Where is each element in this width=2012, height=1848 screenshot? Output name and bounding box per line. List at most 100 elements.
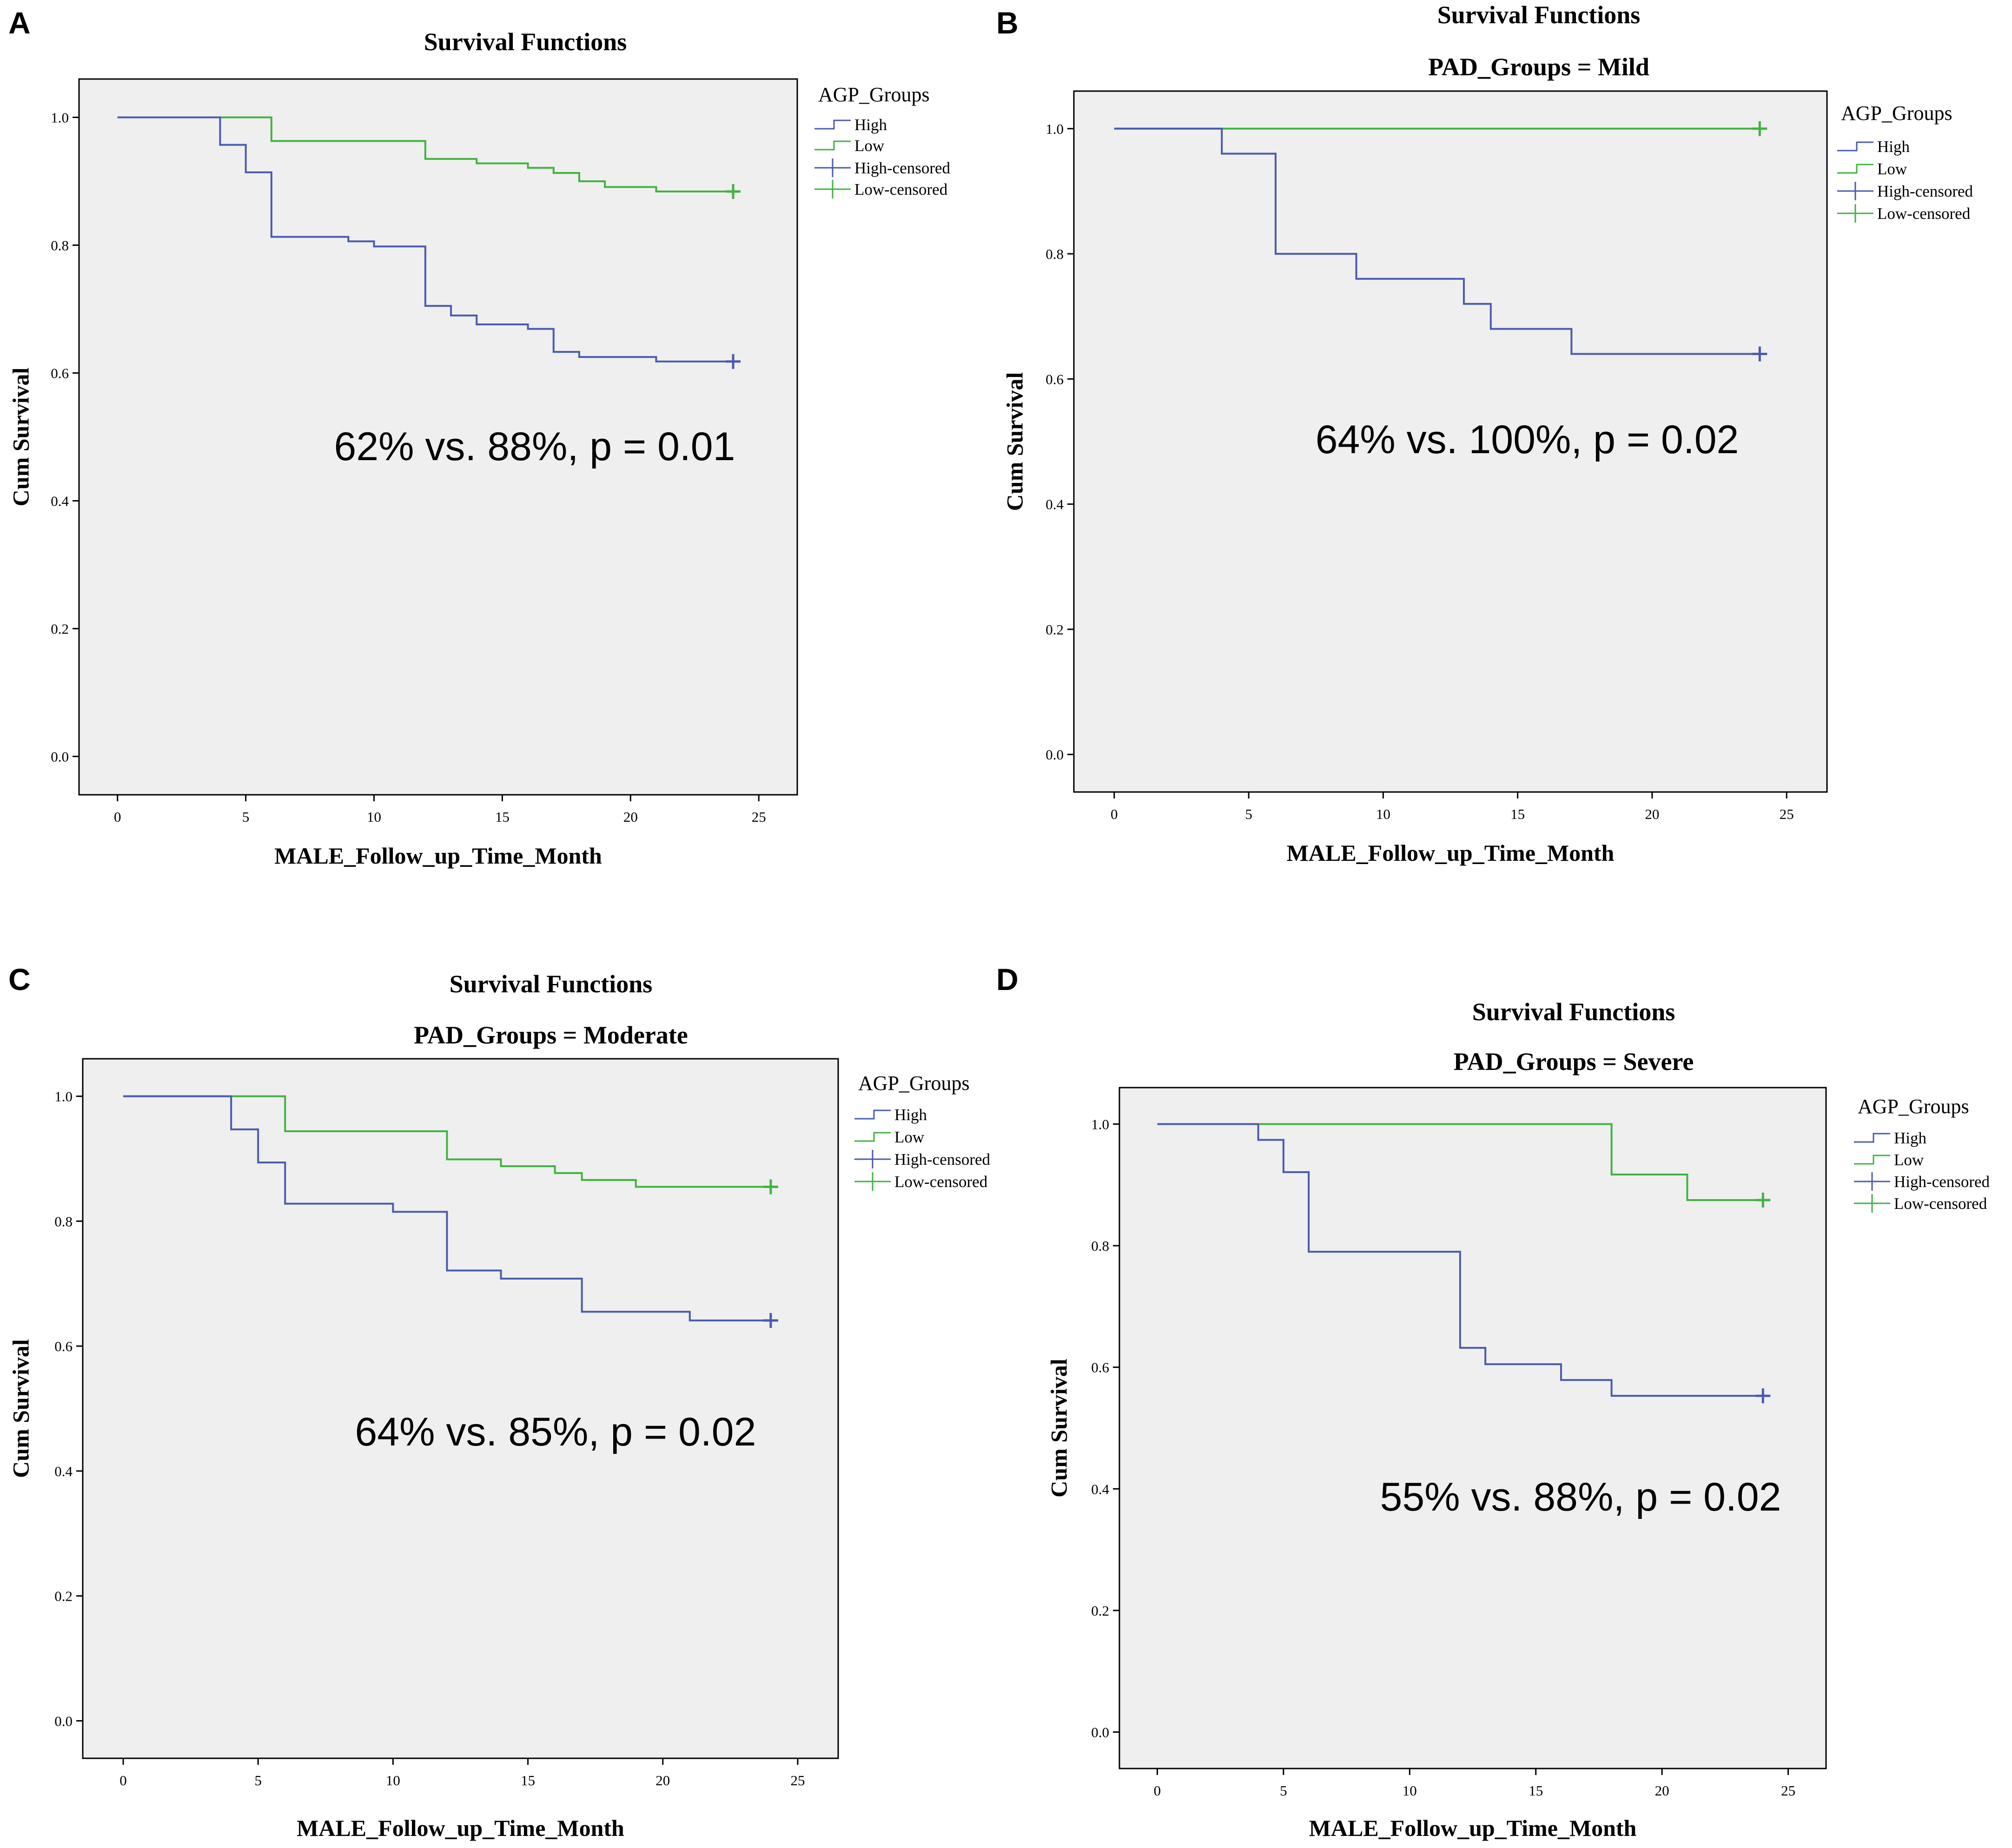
y-tick-label: 0.6 xyxy=(54,1338,73,1354)
series-line-low xyxy=(123,1095,771,1188)
stat-annotation: 64% vs. 85%, p = 0.02 xyxy=(355,1410,756,1454)
y-tick-label: 1.0 xyxy=(51,110,69,126)
y-axis-label: Cum Survival xyxy=(7,368,33,507)
y-tick-label: 0.6 xyxy=(1091,1360,1109,1376)
y-tick-label: 0.0 xyxy=(1046,746,1064,763)
x-axis-label: MALE_Follow_up_Time_Month xyxy=(1287,840,1615,866)
legend-title: AGP_Groups xyxy=(858,1072,970,1095)
legend-entry: Low xyxy=(894,1128,925,1146)
y-tick-label: 0.0 xyxy=(1091,1724,1109,1741)
y-tick-label: 0.8 xyxy=(1091,1238,1109,1254)
chart-subtitle: PAD_Groups = Mild xyxy=(1428,53,1649,81)
x-tick-label: 10 xyxy=(1376,806,1390,822)
panel-letter: D xyxy=(996,962,1019,997)
series-line-high xyxy=(1114,127,1760,355)
panel-letter: B xyxy=(996,6,1019,40)
x-tick-label: 15 xyxy=(521,1772,535,1789)
x-tick-label: 0 xyxy=(1111,806,1118,822)
y-tick-label: 1.0 xyxy=(1046,121,1064,137)
y-axis-label: Cum Survival xyxy=(1046,1359,1072,1498)
legend-entry: High-censored xyxy=(1877,182,1973,200)
y-tick-label: 0.0 xyxy=(54,1713,73,1729)
legend-entry: High-censored xyxy=(854,159,951,177)
panel-letter: A xyxy=(8,6,31,40)
legend-entry: Low xyxy=(854,137,885,155)
series-line-high xyxy=(1157,1123,1763,1397)
plot-area xyxy=(78,78,798,796)
x-tick-label: 25 xyxy=(790,1772,805,1789)
legend-entry: Low-censored xyxy=(1877,205,1971,223)
legend-key-low xyxy=(814,140,851,151)
legend-entry: High xyxy=(854,116,887,134)
stat-annotation: 64% vs. 100%, p = 0.02 xyxy=(1316,417,1739,462)
y-tick-label: 0.4 xyxy=(51,493,69,509)
x-tick-label: 25 xyxy=(1781,1782,1795,1799)
legend-entry: Low-censored xyxy=(1894,1195,1987,1213)
x-axis-label: MALE_Follow_up_Time_Month xyxy=(1309,1815,1637,1841)
legend-entry: Low-censored xyxy=(894,1173,988,1191)
x-tick-label: 10 xyxy=(367,809,381,825)
legend: AGP_Groups High Low High-censored Low-censor… xyxy=(814,83,951,198)
x-tick-label: 15 xyxy=(495,809,510,825)
legend: AGP_Groups High Low High-censored Low-censor… xyxy=(1837,102,1973,223)
y-tick-label: 1.0 xyxy=(54,1089,73,1105)
x-axis-label: MALE_Follow_up_Time_Month xyxy=(274,843,602,869)
x-tick-label: 20 xyxy=(623,809,638,825)
x-tick-label: 10 xyxy=(1403,1782,1417,1799)
x-tick-label: 15 xyxy=(1529,1782,1543,1799)
x-tick-label: 20 xyxy=(1655,1782,1669,1799)
y-tick-label: 0.6 xyxy=(51,365,69,382)
chart-title: Survival Functions xyxy=(450,970,653,998)
y-tick-label: 0.0 xyxy=(51,749,69,765)
y-tick-label: 0.8 xyxy=(51,238,69,254)
series-line-low xyxy=(117,116,734,192)
legend-key-low xyxy=(1854,1155,1890,1165)
y-tick-label: 0.2 xyxy=(1091,1603,1109,1619)
x-tick-label: 5 xyxy=(242,809,250,825)
x-tick-label: 15 xyxy=(1510,806,1525,822)
chart-title: Survival Functions xyxy=(1437,1,1641,29)
y-tick-label: 1.0 xyxy=(1091,1116,1109,1132)
y-tick-label: 0.4 xyxy=(54,1463,73,1479)
y-tick-label: 0.2 xyxy=(1046,621,1064,638)
legend-key-low xyxy=(1837,164,1873,174)
chart-panel-c: C Survival Functions PAD_Groups = Moderate… xyxy=(7,962,990,1841)
chart-subtitle: PAD_Groups = Moderate xyxy=(414,1021,688,1049)
plot-area xyxy=(1073,90,1828,793)
chart-title: Survival Functions xyxy=(424,28,627,56)
x-tick-label: 5 xyxy=(1245,806,1252,822)
y-tick-label: 0.6 xyxy=(1046,371,1064,387)
plot-area xyxy=(82,1058,839,1759)
legend-key-high xyxy=(814,119,851,130)
legend-title: AGP_Groups xyxy=(1841,102,1952,125)
series-line-high xyxy=(117,116,734,363)
legend-entry: Low xyxy=(1894,1151,1924,1169)
legend-entry: High xyxy=(894,1106,927,1124)
x-tick-label: 20 xyxy=(1645,806,1659,822)
y-tick-label: 0.4 xyxy=(1046,496,1064,513)
stat-annotation: 62% vs. 88%, p = 0.01 xyxy=(334,424,735,469)
chart-panel-b: B Survival Functions PAD_Groups = Mild 0.0 0… xyxy=(996,1,1973,866)
x-tick-label: 0 xyxy=(1154,1782,1161,1799)
y-axis-label: Cum Survival xyxy=(7,1339,33,1478)
stat-annotation: 55% vs. 88%, p = 0.02 xyxy=(1380,1475,1781,1519)
legend: AGP_Groups High Low High-censored Low-censor… xyxy=(1854,1095,1990,1213)
series-line-high xyxy=(123,1095,771,1322)
x-tick-label: 10 xyxy=(386,1772,400,1789)
chart-panel-d: D Survival Functions PAD_Groups = Severe 0.… xyxy=(996,962,1990,1841)
legend-title: AGP_Groups xyxy=(1858,1095,1969,1118)
legend-title: AGP_Groups xyxy=(818,83,930,106)
chart-panel-a: A Survival Functions 0.0 0.2 0.4 0.6 0.8 1.0 0 5 1… xyxy=(7,6,950,869)
x-axis-label: MALE_Follow_up_Time_Month xyxy=(297,1815,624,1841)
chart-title: Survival Functions xyxy=(1472,998,1675,1026)
x-tick-label: 25 xyxy=(752,809,766,825)
legend-entry: High xyxy=(1894,1129,1927,1147)
chart-subtitle: PAD_Groups = Severe xyxy=(1454,1048,1694,1076)
y-axis-label: Cum Survival xyxy=(1001,372,1027,511)
legend-entry: Low-censored xyxy=(854,180,948,198)
y-tick-label: 0.8 xyxy=(54,1213,73,1229)
y-tick-label: 0.8 xyxy=(1046,246,1064,262)
x-tick-label: 5 xyxy=(1280,1782,1287,1799)
legend-entry: High-censored xyxy=(894,1150,991,1168)
y-tick-label: 0.4 xyxy=(1091,1481,1109,1497)
